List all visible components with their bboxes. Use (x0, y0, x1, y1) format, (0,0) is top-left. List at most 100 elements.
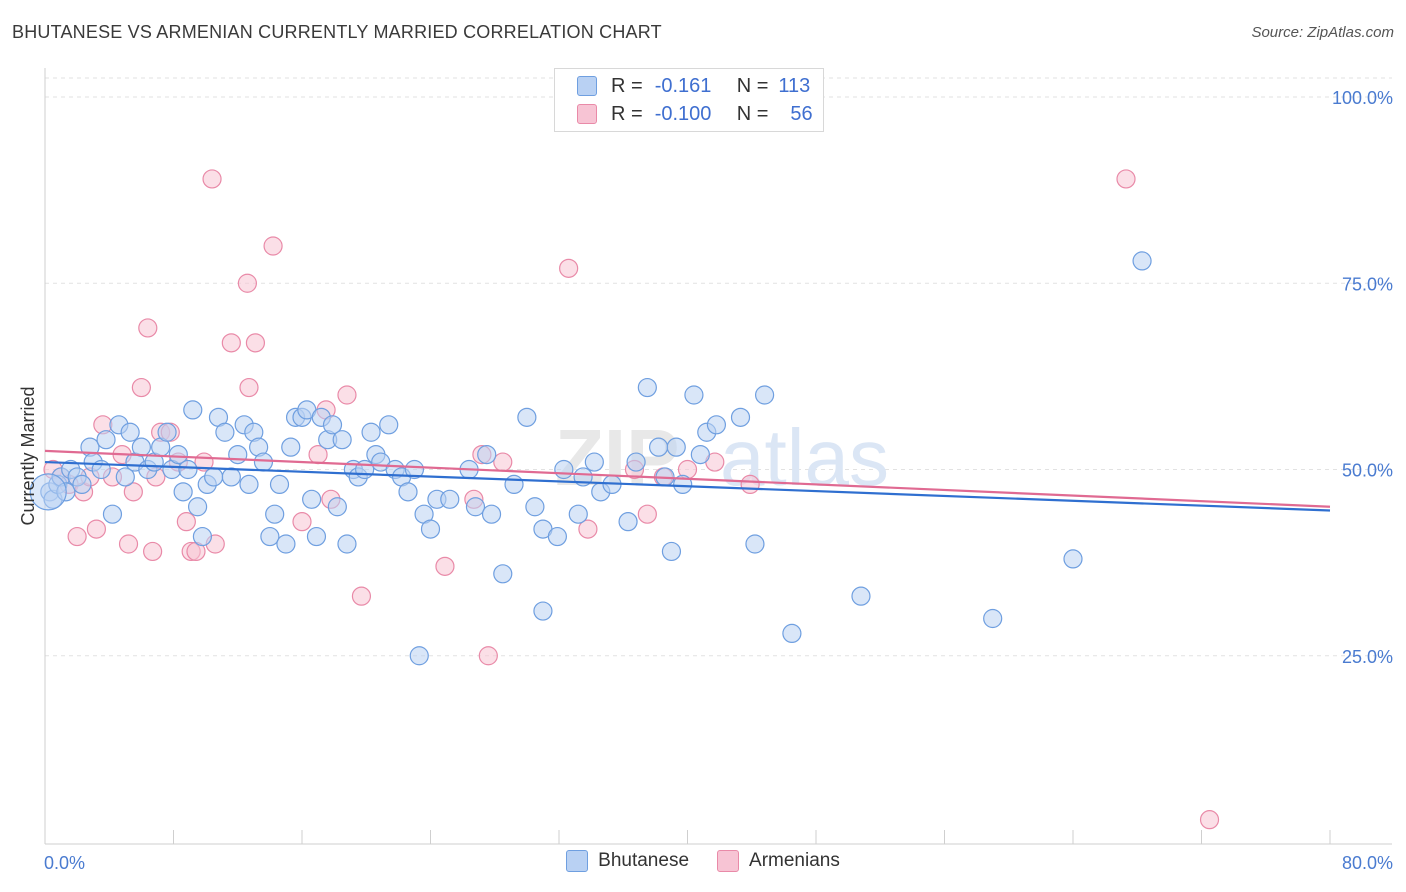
data-point (86, 519, 107, 539)
data-point (673, 474, 693, 494)
grid-lines (45, 77, 1392, 657)
data-point (245, 333, 266, 353)
data-point (481, 504, 502, 524)
data-point (420, 519, 441, 539)
axes (44, 68, 1392, 845)
data-point (435, 556, 455, 576)
y-tick-label: 75.0% (1342, 274, 1393, 294)
data-point (96, 430, 116, 450)
legend-r-value: -0.100 (654, 102, 712, 125)
data-point (706, 415, 727, 435)
y-tick-label: 50.0% (1342, 461, 1393, 481)
data-point (253, 452, 274, 472)
data-point (584, 452, 604, 472)
data-point (183, 400, 203, 420)
legend-r-value: -0.161 (654, 74, 712, 97)
data-point (351, 586, 372, 606)
data-point (123, 482, 143, 502)
source-label: Source: ZipAtlas.com (1251, 24, 1394, 41)
data-point (237, 273, 257, 293)
data-point (176, 512, 196, 532)
data-point (302, 489, 322, 509)
data-point (983, 608, 1003, 629)
data-point (120, 422, 140, 442)
data-point (409, 646, 429, 666)
data-point (637, 377, 657, 398)
data-point (1132, 251, 1152, 271)
data-point (465, 497, 486, 517)
data-point (332, 430, 352, 450)
data-point (221, 467, 241, 487)
tick-labels: 100.0% 75.0% 50.0% 25.0% 0.0% 80.0% (44, 88, 1393, 873)
data-point (666, 437, 686, 457)
data-point (269, 474, 290, 494)
legend-n-label: N = (736, 102, 769, 125)
data-point (118, 534, 139, 554)
x-tick-label: 0.0% (44, 853, 85, 873)
data-point (138, 318, 158, 338)
y-tick-label: 25.0% (1342, 647, 1393, 667)
data-point (851, 586, 871, 606)
data-point (260, 526, 280, 547)
data-point (292, 512, 312, 532)
data-point (322, 415, 343, 435)
data-point (782, 623, 802, 644)
data-point (72, 474, 92, 494)
data-point (361, 422, 381, 442)
data-point (684, 385, 704, 405)
data-point (192, 526, 213, 547)
data-point (173, 482, 193, 502)
data-point (306, 526, 327, 547)
data-point (478, 646, 498, 666)
data-point (554, 459, 574, 480)
data-point (228, 445, 248, 465)
data-point (355, 459, 375, 480)
data-point (67, 526, 87, 547)
data-point (239, 377, 259, 398)
data-point (504, 474, 524, 494)
trend-lines (44, 449, 1331, 512)
legend-swatch-pink (717, 850, 740, 872)
data-point (178, 459, 198, 480)
data-point (187, 497, 208, 517)
data-point (398, 482, 418, 502)
legend-n-value: 56 (790, 102, 813, 125)
data-point (102, 504, 123, 524)
data-point (661, 541, 682, 562)
stats-legend: R = -0.161 N = 113 R = -0.100 N = 56 (554, 68, 824, 132)
trend-line (44, 449, 1331, 508)
data-point (157, 422, 177, 442)
legend-row-bhutanese: R = -0.161 N = 113 (555, 72, 810, 100)
data-point (281, 437, 301, 457)
data-point (337, 385, 357, 405)
data-point (745, 534, 765, 554)
data-point (493, 564, 513, 584)
data-point (115, 467, 135, 487)
data-point (525, 497, 545, 517)
data-point (337, 534, 357, 554)
legend-n-label: N = (736, 74, 769, 97)
data-point (648, 437, 669, 457)
legend-r-label: R = (611, 74, 643, 97)
legend-swatch-blue (566, 850, 589, 872)
data-point (327, 497, 347, 517)
y-axis-label: Currently Married (18, 386, 38, 525)
data-point (730, 407, 751, 427)
series-bhutanese (29, 251, 1152, 666)
data-point (533, 601, 553, 621)
data-point (1199, 810, 1220, 830)
data-point-cluster (29, 473, 67, 511)
data-point (517, 407, 537, 427)
legend-swatch-pink (577, 104, 597, 124)
data-point (202, 169, 222, 189)
data-point (131, 377, 151, 398)
legend-r-label: R = (611, 102, 643, 125)
data-point (404, 459, 425, 480)
data-point (276, 534, 296, 554)
legend-item-bhutanese: Bhutanese (566, 850, 689, 872)
data-point (618, 512, 638, 532)
x-tick-label: 80.0% (1342, 853, 1393, 873)
data-point (1116, 169, 1136, 189)
data-point (690, 445, 710, 465)
